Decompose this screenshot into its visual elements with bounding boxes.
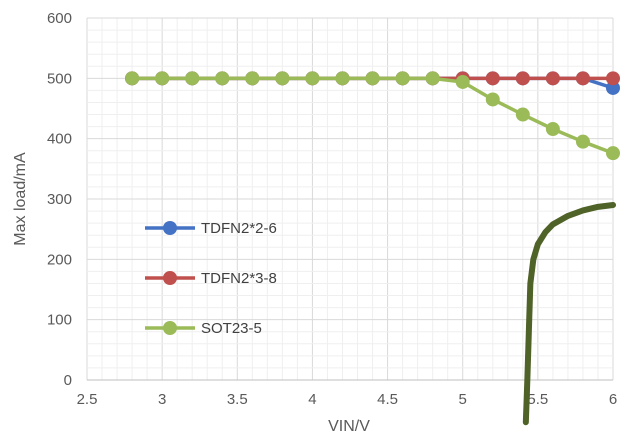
data-point [515, 107, 530, 122]
data-point [305, 71, 320, 86]
data-point [545, 71, 560, 86]
x-tick-label: 6 [609, 391, 617, 408]
data-point [395, 71, 410, 86]
data-point [155, 71, 170, 86]
y-tick-label: 500 [47, 70, 72, 87]
y-tick-label: 200 [47, 251, 72, 268]
x-tick-label: 4 [308, 391, 316, 408]
series-group [125, 71, 620, 161]
legend-label: TDFN2*3-8 [201, 270, 277, 287]
overlay-curve [522, 202, 616, 426]
legend-item: SOT23-5 [145, 320, 262, 337]
data-point [335, 71, 350, 86]
x-tick-label: 4.5 [377, 391, 398, 408]
data-point [575, 134, 590, 149]
y-axis-title: Max load/mA [12, 152, 29, 246]
x-tick-label: 5.5 [527, 391, 548, 408]
data-point [275, 71, 290, 86]
data-point [125, 71, 140, 86]
y-tick-label: 300 [47, 191, 72, 208]
y-tick-label: 100 [47, 312, 72, 329]
legend-item: TDFN2*2-6 [145, 220, 277, 237]
data-point [245, 71, 260, 86]
x-tick-label: 5 [459, 391, 467, 408]
overlay-curve-group [522, 202, 616, 426]
y-tick-label: 400 [47, 131, 72, 148]
data-point [425, 71, 440, 86]
data-point [575, 71, 590, 86]
data-point [606, 146, 620, 161]
legend: TDFN2*2-6 TDFN2*3-8 SOT23-5 [145, 220, 277, 337]
y-tick-label: 0 [64, 372, 72, 389]
x-tick-label: 3 [158, 391, 166, 408]
series-3 [125, 71, 620, 161]
legend-marker [163, 271, 177, 285]
data-point [515, 71, 530, 86]
data-point [185, 71, 200, 86]
legend-label: SOT23-5 [201, 320, 262, 337]
x-axis-title: VIN/V [328, 418, 370, 435]
y-axis-tick-labels: 0 100 200 300 400 500 600 [47, 10, 72, 389]
legend-label: TDFN2*2-6 [201, 220, 277, 237]
legend-marker [163, 321, 177, 335]
data-point [485, 92, 500, 107]
data-point [545, 122, 560, 137]
data-point [455, 74, 470, 89]
x-axis-tick-labels: 2.5 3 3.5 4 4.5 5 5.5 6 [77, 391, 618, 408]
data-point [606, 71, 620, 86]
data-point [485, 71, 500, 86]
legend-marker [163, 221, 177, 235]
legend-item: TDFN2*3-8 [145, 270, 277, 287]
data-point [365, 71, 380, 86]
data-point [606, 80, 620, 95]
x-tick-label: 3.5 [227, 391, 248, 408]
y-tick-label: 600 [47, 10, 72, 27]
data-point [215, 71, 230, 86]
x-tick-label: 2.5 [77, 391, 98, 408]
